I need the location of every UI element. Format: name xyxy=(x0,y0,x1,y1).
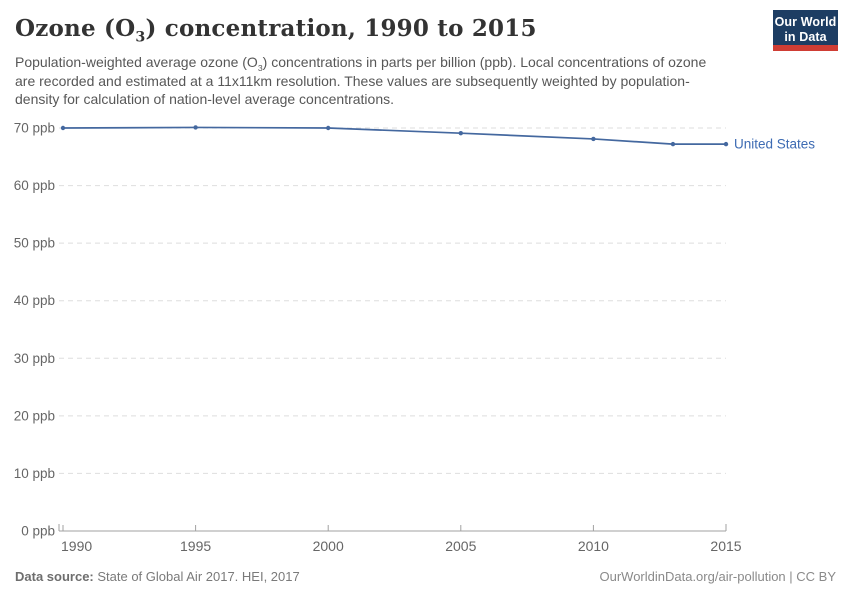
y-axis-label: 20 ppb xyxy=(14,408,55,423)
credit-link[interactable]: OurWorldinData.org/air-pollution | CC BY xyxy=(599,569,836,584)
y-axis-label: 50 ppb xyxy=(14,236,55,251)
y-axis-label: 60 ppb xyxy=(14,178,55,193)
x-axis-label: 1990 xyxy=(61,538,92,554)
data-point xyxy=(193,125,198,130)
chart-subtitle: Population-weighted average ozone (O3) c… xyxy=(15,53,727,109)
x-axis-label: 2000 xyxy=(313,538,344,554)
x-axis-label: 2005 xyxy=(445,538,476,554)
chart-subtitle-subscript: 3 xyxy=(257,62,263,73)
data-point xyxy=(723,141,729,147)
owid-logo-line2: in Data xyxy=(784,30,827,44)
x-axis xyxy=(58,524,727,532)
data-source-value: State of Global Air 2017. HEI, 2017 xyxy=(93,569,300,584)
x-axis-label: 1995 xyxy=(180,538,211,554)
data-point xyxy=(458,130,463,136)
chart-title-text-end: ) concentration, 1990 to 2015 xyxy=(145,15,537,42)
data-point xyxy=(326,125,331,131)
data-point xyxy=(670,141,676,147)
data-points xyxy=(60,125,729,147)
owid-logo-line1: Our World xyxy=(774,15,837,29)
y-axis-label: 30 ppb xyxy=(14,351,55,366)
x-axis-label: 2010 xyxy=(578,538,609,554)
data-source: Data source: State of Global Air 2017. H… xyxy=(15,569,300,584)
y-axis-label: 70 ppb xyxy=(14,121,55,136)
chart-title: Ozone (O3) concentration, 1990 to 2015 xyxy=(15,15,537,45)
y-axis-label: 0 ppb xyxy=(21,524,55,539)
y-gridlines xyxy=(59,127,726,474)
data-line[interactable] xyxy=(62,126,727,145)
y-axis-label: 10 ppb xyxy=(14,466,55,481)
y-axis-labels: 0 ppb 10 ppb 20 ppb 30 ppb 40 ppb 50 ppb 60 pp… xyxy=(14,121,55,539)
chart-subtitle-text: Population-weighted average ozone (O xyxy=(15,54,258,70)
chart-title-text: Ozone (O xyxy=(15,15,136,42)
data-source-label: Data source: xyxy=(15,569,94,584)
owid-logo[interactable]: Our World in Data xyxy=(773,10,838,51)
x-axis-label: 2015 xyxy=(710,538,741,554)
y-axis-label: 40 ppb xyxy=(14,293,55,308)
x-axis-labels: 1990 1995 2000 2005 2010 2015 xyxy=(61,538,742,554)
chart-title-subscript: 3 xyxy=(135,29,146,46)
chart-subtitle-text-end: ) concentrations in parts per billion (p… xyxy=(15,54,707,107)
data-point xyxy=(60,125,66,131)
series-end-label: United States xyxy=(734,137,815,152)
data-point xyxy=(591,136,596,142)
